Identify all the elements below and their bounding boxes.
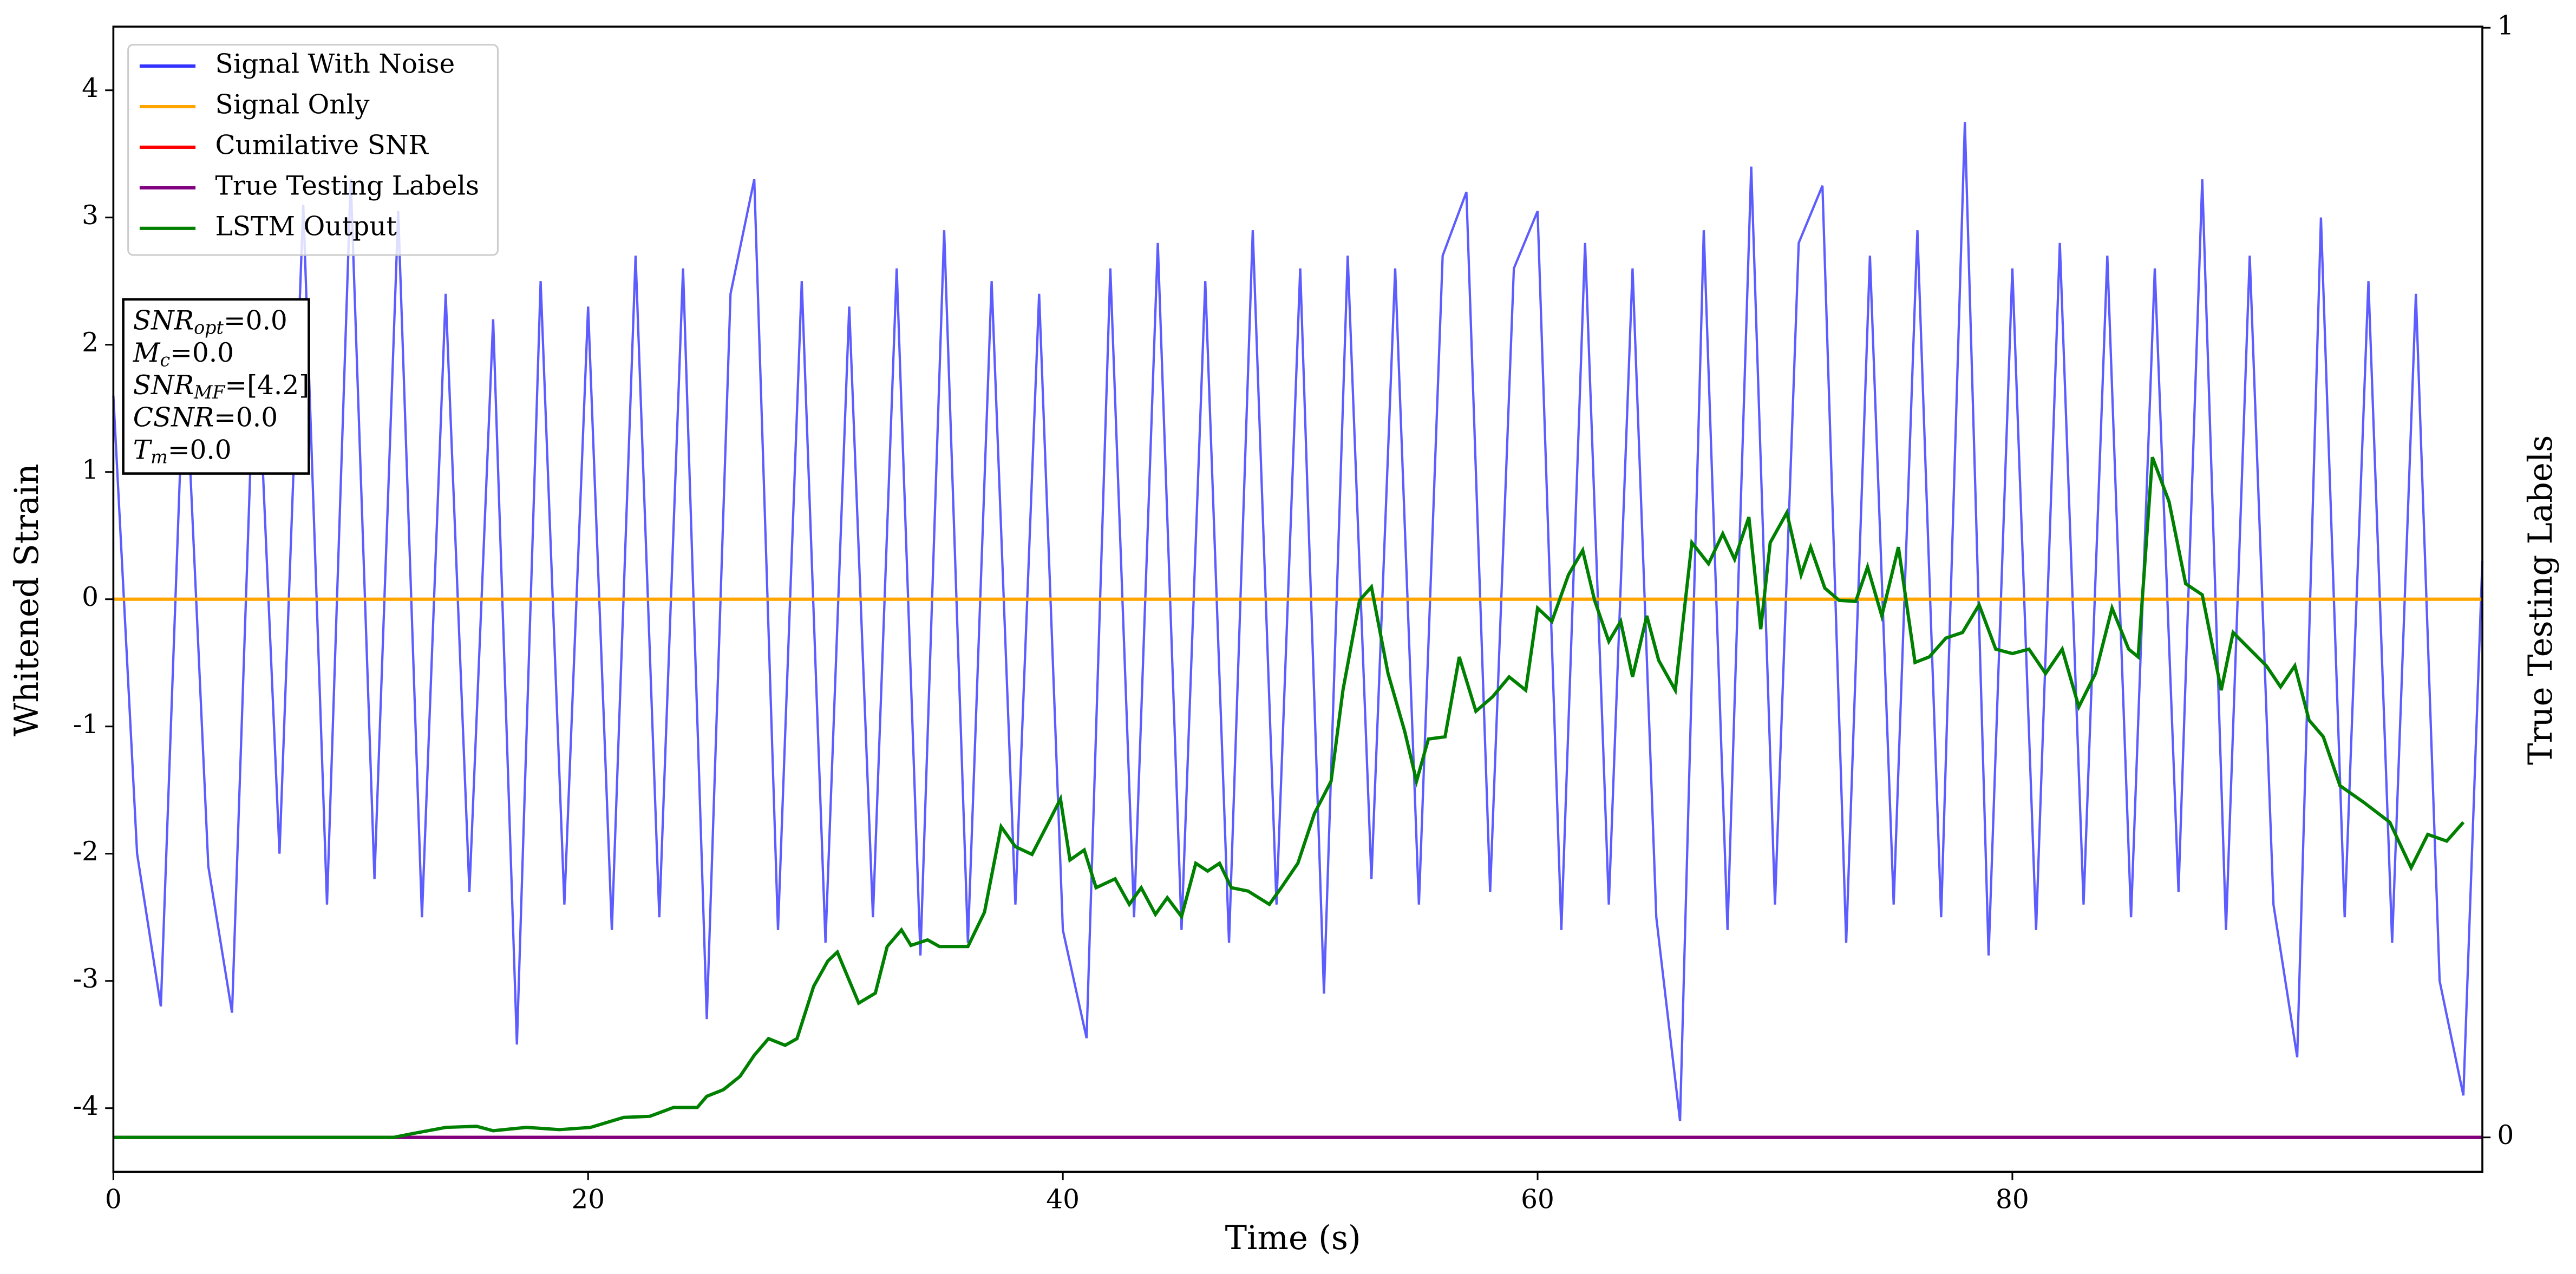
y-tick-label: -4 [73,1091,99,1121]
annotation-line: CSNR=0.0 [133,402,278,433]
legend-label: Signal Only [215,89,370,120]
y-tick-label: -1 [73,709,99,740]
legend-box [127,44,499,256]
annotation-line: Tm=0.0 [133,435,232,468]
annotation-subscript: MF [193,382,226,403]
annotation-symbol: SNR [133,370,194,400]
annotation: SNRopt=0.0Mc=0.0SNRMF=[4.2]CSNR=0.0Tm=0.… [122,298,310,475]
x-tick-label: 80 [1996,1184,2029,1214]
annotation-line: SNRopt=0.0 [133,305,287,338]
annotation-line: SNRMF=[4.2] [133,370,309,403]
annotation-value: =0.0 [170,338,234,368]
legend: Signal With Noise Signal Only Cumilative S… [127,44,499,256]
y-tick-label: 0 [82,582,99,612]
series-line [112,122,2484,1121]
x-tick-label: 60 [1521,1184,1554,1214]
y-tick-label: -2 [73,837,99,867]
x-tick-label: 0 [105,1184,122,1214]
x-tick-label: 20 [571,1184,605,1214]
y-tick-label: 1 [82,455,99,485]
annotation-value: =0.0 [168,435,232,465]
y-tick-label: 4 [82,73,99,103]
annotation-subscript: m [151,447,168,468]
plot-layer [112,122,2484,1139]
y-axis-label: Whitened Strain [8,463,46,736]
annotation-box [122,298,310,475]
y2-tick-label: 1 [2497,11,2514,41]
y2-tick-label: 0 [2497,1120,2514,1151]
annotation-value: =0.0 [224,305,287,336]
legend-label: Cumilative SNR [215,130,429,160]
y-tick-label: -3 [73,964,99,994]
annotation-value: =0.0 [214,402,278,433]
annotation-symbol: M [133,338,161,368]
annotation-value: =[4.2] [225,370,309,400]
annotation-line: Mc=0.0 [133,338,234,371]
y-tick-label: 2 [82,328,99,358]
y2-axis-label: True Testing Labels [2522,435,2560,765]
annotation-symbol: SNR [133,305,194,336]
annotation-symbol: T [133,435,153,465]
legend-label: True Testing Labels [215,171,480,201]
x-axis-label: Time (s) [1225,1219,1361,1257]
annotation-symbol: CSNR [133,402,214,433]
series-line [113,456,2465,1139]
annotation-subscript: opt [194,317,224,338]
annotation-subscript: c [160,349,171,370]
x-tick-label: 40 [1046,1184,1080,1214]
y-tick-label: 3 [82,200,99,231]
legend-label: Signal With Noise [215,49,455,80]
legend-label: LSTM Output [215,211,397,241]
